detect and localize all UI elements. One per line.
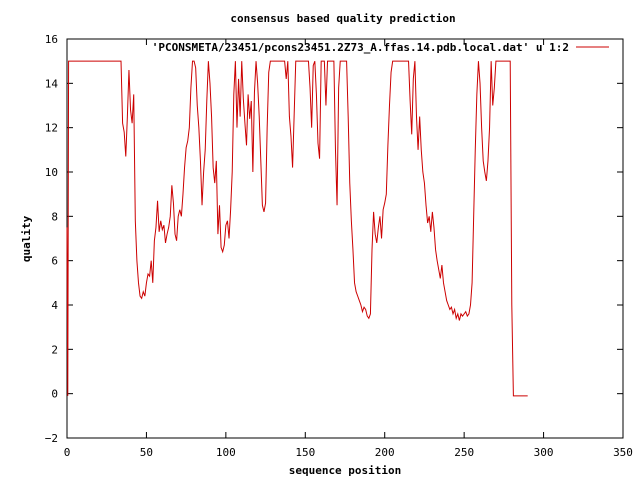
y-tick-label: 8 — [51, 210, 58, 223]
y-tick-label: 10 — [45, 166, 58, 179]
y-tick-label: 4 — [51, 299, 58, 312]
x-tick-label: 0 — [64, 446, 71, 459]
x-tick-label: 100 — [216, 446, 236, 459]
x-axis: 0 50 100 150 200 250 300 350 — [64, 39, 633, 459]
series-layer — [66, 60, 528, 397]
chart-title: consensus based quality prediction — [230, 12, 455, 25]
y-tick-label: −2 — [45, 432, 58, 445]
y-tick-label: 6 — [51, 255, 58, 268]
x-tick-label: 50 — [140, 446, 153, 459]
series-line — [66, 60, 528, 397]
x-tick-label: 200 — [375, 446, 395, 459]
legend-label: 'PCONSMETA/23451/pcons23451.2Z73_A.ffas.… — [152, 41, 569, 54]
x-tick-label: 150 — [295, 446, 315, 459]
y-tick-label: 2 — [51, 343, 58, 356]
y-tick-label: 16 — [45, 33, 58, 46]
x-tick-label: 300 — [534, 446, 554, 459]
x-tick-label: 250 — [454, 446, 474, 459]
y-tick-label: 12 — [45, 122, 58, 135]
x-tick-label: 350 — [613, 446, 633, 459]
y-axis-label: quality — [20, 215, 33, 262]
y-tick-label: 14 — [45, 77, 59, 90]
y-tick-label: 0 — [51, 388, 58, 401]
x-axis-label: sequence position — [289, 464, 402, 477]
